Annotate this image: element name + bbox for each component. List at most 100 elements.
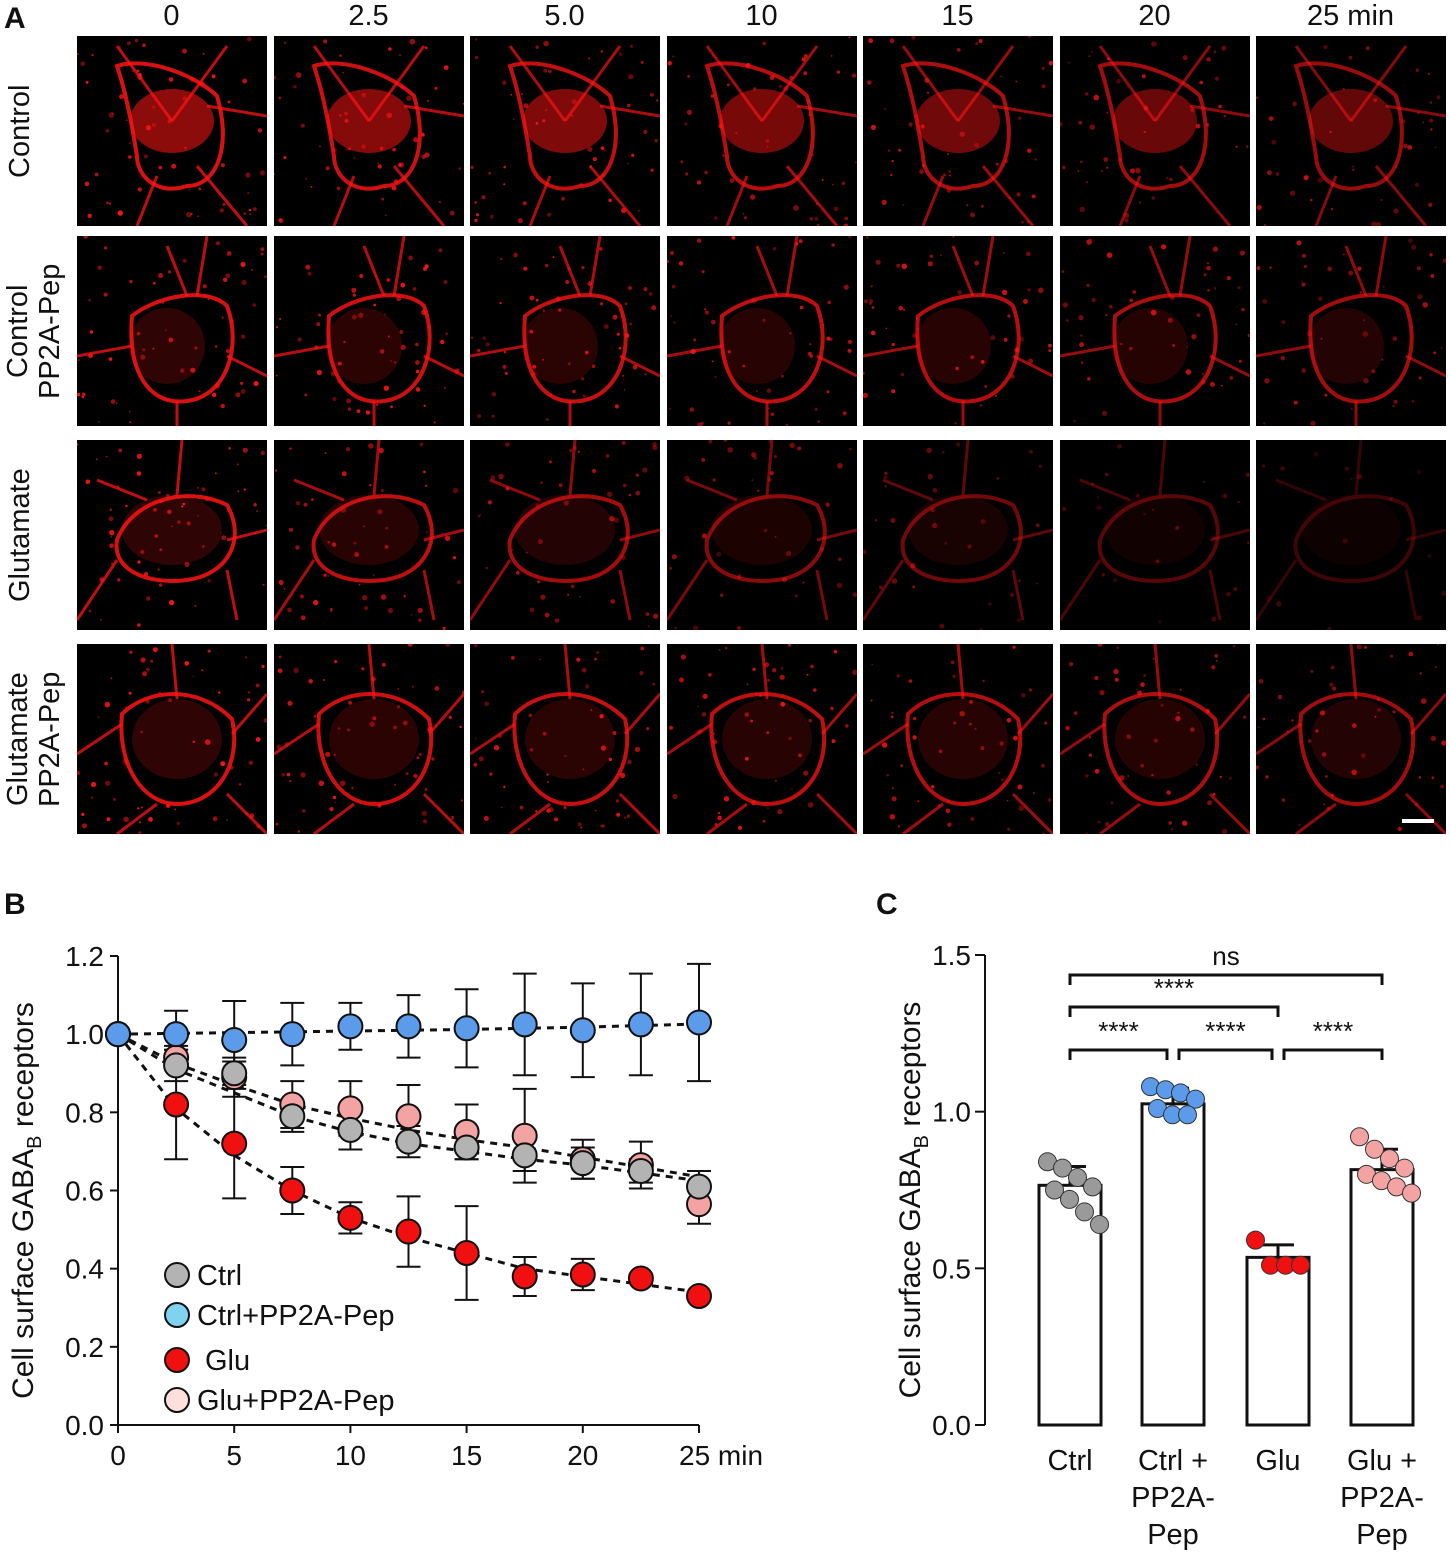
puncta [1001, 289, 1008, 296]
puncta [814, 216, 819, 221]
neurite [1256, 722, 1302, 756]
puncta [293, 667, 299, 673]
puncta [1280, 466, 1285, 471]
puncta [402, 720, 408, 726]
puncta [674, 626, 678, 630]
puncta [781, 694, 784, 697]
neurite [274, 722, 320, 756]
puncta [712, 54, 715, 58]
puncta [852, 669, 857, 676]
puncta [1101, 410, 1108, 416]
puncta [1440, 784, 1444, 789]
puncta [1332, 501, 1335, 503]
puncta [1091, 50, 1093, 53]
puncta [1245, 145, 1249, 148]
puncta [303, 502, 308, 507]
individual-point [1380, 1149, 1399, 1169]
puncta [247, 698, 251, 702]
puncta [592, 468, 597, 474]
y-tick-label: 0.6 [65, 1176, 104, 1207]
individual-point [1083, 1177, 1102, 1197]
neurite [135, 175, 159, 226]
puncta [1356, 644, 1362, 650]
puncta [370, 676, 376, 682]
puncta [751, 479, 754, 482]
puncta [226, 349, 230, 353]
puncta [979, 404, 983, 407]
puncta [243, 488, 246, 491]
puncta [242, 78, 248, 84]
puncta [354, 552, 359, 557]
neurite [1409, 693, 1446, 735]
cell-soma [719, 308, 795, 384]
micrograph-image [1060, 644, 1250, 834]
puncta [801, 57, 806, 62]
puncta [513, 252, 518, 258]
puncta [398, 162, 404, 168]
neurite [422, 792, 464, 834]
puncta [1034, 158, 1037, 161]
puncta [821, 178, 824, 181]
puncta [1319, 710, 1326, 716]
puncta [503, 350, 507, 354]
puncta [652, 682, 656, 686]
micrograph-tile [667, 36, 857, 226]
cell-membrane [1298, 692, 1416, 807]
puncta [544, 108, 548, 112]
puncta [171, 163, 177, 169]
puncta [1041, 84, 1046, 89]
puncta [912, 333, 917, 338]
puncta [262, 583, 265, 586]
puncta [255, 737, 261, 742]
puncta [1276, 601, 1282, 607]
puncta [182, 48, 187, 54]
puncta [104, 761, 108, 766]
puncta [1356, 474, 1363, 480]
cell-soma [1112, 308, 1188, 384]
puncta [555, 296, 561, 302]
puncta [1415, 68, 1419, 72]
puncta [1048, 60, 1053, 66]
puncta [400, 282, 406, 288]
puncta [789, 332, 792, 335]
puncta [779, 84, 783, 88]
puncta [1158, 620, 1162, 624]
puncta [484, 701, 489, 707]
significance-bracket [1068, 973, 1384, 985]
puncta [563, 806, 567, 809]
puncta [1124, 212, 1130, 218]
puncta [651, 305, 657, 311]
puncta [768, 440, 772, 443]
data-point [511, 1263, 538, 1290]
neurite [165, 245, 189, 297]
puncta [751, 298, 757, 304]
neurite [427, 693, 464, 735]
puncta [1417, 294, 1423, 300]
puncta [809, 217, 814, 221]
puncta [1010, 593, 1014, 597]
neurite [816, 528, 857, 542]
puncta [450, 817, 453, 821]
puncta [344, 119, 349, 123]
puncta [600, 302, 603, 306]
puncta [946, 153, 950, 156]
puncta [1352, 723, 1357, 728]
puncta [1124, 217, 1129, 223]
puncta [1048, 343, 1052, 348]
puncta [1241, 307, 1245, 312]
puncta [131, 69, 134, 73]
individual-point [1402, 1183, 1421, 1203]
puncta [605, 454, 610, 458]
puncta [944, 541, 948, 545]
puncta [767, 806, 770, 810]
puncta [314, 345, 318, 349]
neurite [796, 104, 857, 118]
puncta [814, 407, 818, 411]
puncta [563, 500, 569, 506]
puncta [527, 828, 531, 831]
cell-membrane [507, 61, 618, 191]
neurite [274, 344, 330, 358]
puncta [1407, 145, 1413, 150]
cell-soma [1308, 308, 1384, 384]
neurite [619, 528, 660, 542]
